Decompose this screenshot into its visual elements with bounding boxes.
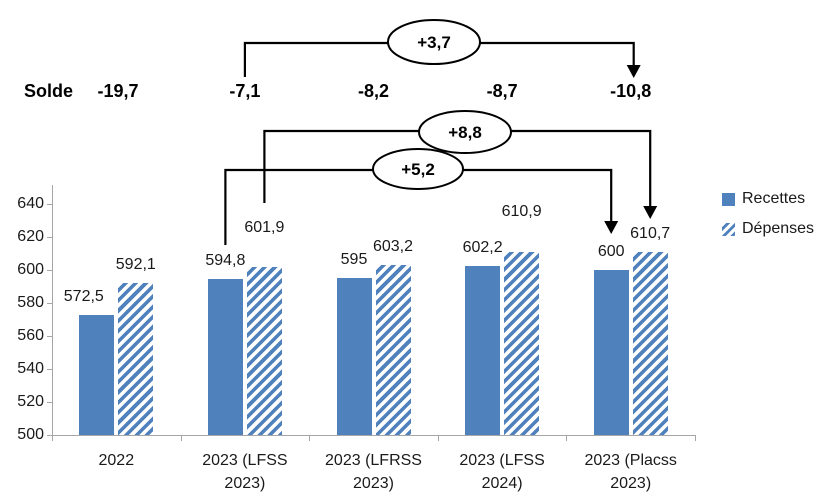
category-label-line: 2023 (LFRSS bbox=[325, 452, 422, 469]
legend-item-depenses: Dépenses bbox=[722, 220, 814, 238]
bar-recettes-col2 bbox=[336, 278, 372, 435]
legend-item-recettes: Recettes bbox=[722, 190, 805, 208]
delta-oval bbox=[418, 110, 512, 154]
bar-depenses-col0 bbox=[118, 283, 154, 435]
value-label-depenses-col1: 601,9 bbox=[244, 219, 285, 236]
x-tick-mark bbox=[180, 435, 182, 441]
y-tick-mark bbox=[47, 270, 52, 271]
category-label-col2: 2023 (LFRSS 2023) bbox=[299, 449, 449, 495]
category-label-col1: 2023 (LFSS 2023) bbox=[170, 449, 320, 495]
x-tick-mark bbox=[566, 435, 568, 441]
delta-oval bbox=[372, 148, 464, 190]
x-axis-line bbox=[52, 435, 695, 436]
category-label-line: 2024) bbox=[481, 475, 523, 492]
solde-value-col3: -8,7 bbox=[486, 81, 518, 101]
solde-value-col0: -19,7 bbox=[97, 81, 139, 101]
category-label-col3: 2023 (LFSS 2024) bbox=[427, 449, 577, 495]
y-tick-mark bbox=[47, 435, 52, 436]
bar-depenses-col1 bbox=[246, 266, 282, 435]
y-tick-mark bbox=[47, 204, 52, 205]
delta-value: +3,7 bbox=[417, 33, 451, 52]
solde-value-col4: -10,8 bbox=[610, 81, 652, 101]
solde-title: Solde bbox=[24, 81, 74, 101]
arrowhead-down-icon bbox=[643, 206, 658, 219]
y-axis-line bbox=[52, 185, 53, 436]
recettes-swatch-icon bbox=[722, 192, 735, 206]
y-tick-mark bbox=[47, 303, 52, 304]
x-tick-mark bbox=[309, 435, 311, 441]
value-label-recettes-col1: 594,8 bbox=[205, 251, 246, 269]
y-tick-label: 640 bbox=[17, 195, 44, 212]
value-label-recettes-col0: 572,5 bbox=[63, 288, 104, 306]
category-label-line: 2023 (Placss bbox=[584, 452, 677, 469]
arrowhead-down-icon bbox=[626, 65, 641, 78]
delta-oval bbox=[387, 19, 481, 65]
y-tick-label: 560 bbox=[17, 327, 44, 344]
legend-label: Dépenses bbox=[742, 220, 815, 237]
category-label-line: 2022 bbox=[98, 452, 135, 469]
delta-connector-line bbox=[263, 129, 652, 207]
category-label-col0: 2022 bbox=[41, 449, 191, 472]
category-label-line: 2023) bbox=[353, 475, 394, 492]
delta-connector-1: +8,8 bbox=[263, 110, 658, 219]
y-tick-mark bbox=[47, 369, 52, 370]
bar-recettes-col1 bbox=[207, 278, 243, 435]
bar-recettes-col0 bbox=[79, 315, 115, 435]
y-tick-mark bbox=[47, 336, 52, 337]
x-tick-mark bbox=[695, 435, 696, 441]
y-tick-label: 600 bbox=[17, 261, 44, 278]
category-label-col4: 2023 (Placss 2023) bbox=[556, 449, 706, 495]
category-label-line: 2023 (LFSS bbox=[202, 452, 288, 469]
value-label-depenses-col2: 603,2 bbox=[372, 237, 414, 255]
x-tick-mark bbox=[52, 435, 53, 441]
bar-recettes-col4 bbox=[593, 270, 629, 435]
y-tick-mark bbox=[47, 237, 52, 238]
value-label-depenses-col0: 592,1 bbox=[115, 256, 156, 274]
y-tick-label: 580 bbox=[17, 294, 44, 311]
depenses-swatch-icon bbox=[722, 222, 735, 236]
value-label-recettes-col4: 600 bbox=[597, 243, 625, 260]
solde-value-col1: -7,1 bbox=[229, 81, 261, 101]
delta-value: +8,8 bbox=[448, 123, 482, 142]
value-label-recettes-col2: 595 bbox=[340, 251, 368, 269]
delta-value: +5,2 bbox=[401, 160, 435, 179]
bar-depenses-col4 bbox=[632, 252, 668, 435]
bar-recettes-col3 bbox=[465, 266, 501, 435]
category-label-line: 2023) bbox=[224, 475, 266, 492]
y-tick-label: 500 bbox=[17, 426, 44, 443]
y-tick-label: 540 bbox=[17, 360, 44, 377]
value-label-depenses-col3: 610,9 bbox=[501, 203, 542, 220]
category-label-line: 2023 (LFSS bbox=[459, 452, 545, 469]
delta-connector-line bbox=[243, 41, 635, 77]
value-label-depenses-col4: 610,7 bbox=[630, 225, 671, 243]
solde-value-col2: -8,2 bbox=[357, 81, 390, 101]
delta-connector-0: +3,7 bbox=[243, 19, 641, 78]
y-tick-label: 620 bbox=[17, 228, 44, 245]
y-tick-mark bbox=[47, 402, 52, 403]
category-label-line: 2023) bbox=[610, 475, 652, 492]
legend-label: Recettes bbox=[742, 190, 806, 207]
bar-depenses-col2 bbox=[375, 264, 411, 435]
bar-depenses-col3 bbox=[504, 252, 540, 435]
y-tick-label: 520 bbox=[17, 393, 44, 410]
x-tick-mark bbox=[437, 435, 439, 441]
